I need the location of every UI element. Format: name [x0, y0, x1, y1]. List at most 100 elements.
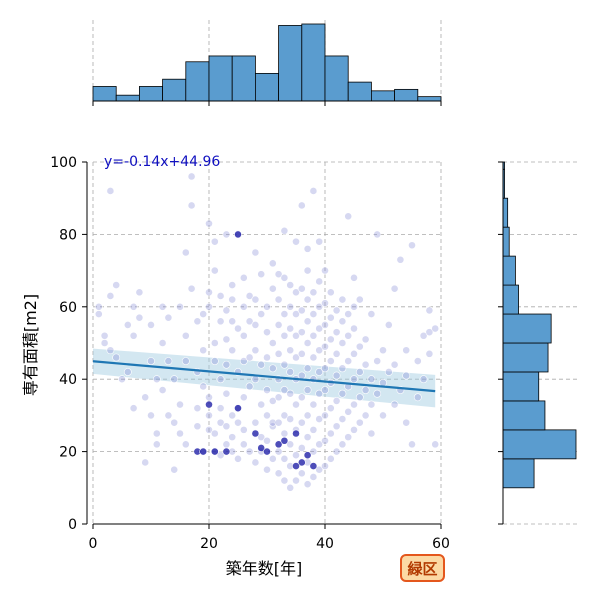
y-tick-label: 0: [68, 517, 77, 533]
scatter-point: [373, 230, 382, 239]
scatter-point: [181, 248, 190, 257]
right-histogram-bar: [502, 400, 546, 431]
scatter-point: [106, 187, 115, 195]
scatter-point: [263, 328, 271, 337]
scatter-point: [315, 415, 324, 423]
scatter-point: [361, 411, 370, 420]
scatter-point: [268, 259, 277, 268]
scatter-point: [280, 386, 289, 394]
scatter-point: [344, 433, 353, 442]
scatter-point: [326, 335, 335, 344]
scatter-point: [245, 292, 254, 300]
scatter-point: [181, 440, 190, 449]
scatter-point-dense: [280, 436, 289, 445]
scatter-point: [164, 357, 173, 365]
scatter-point: [361, 360, 370, 369]
scatter-point: [332, 371, 341, 380]
scatter-point: [239, 440, 248, 449]
scatter-point: [193, 422, 202, 431]
scatter-point: [216, 404, 225, 413]
scatter-point: [112, 281, 121, 289]
scatter-point: [280, 454, 289, 463]
scatter-point: [315, 237, 324, 246]
scatter-point: [350, 302, 358, 311]
right-histogram-bar: [502, 226, 510, 257]
scatter-point: [187, 201, 196, 210]
scatter-point: [245, 382, 254, 391]
scatter-point: [292, 353, 300, 362]
top-histogram-bar: [370, 90, 395, 102]
right-histogram-bar: [502, 342, 549, 373]
scatter-point: [193, 317, 202, 326]
scatter-point: [326, 404, 335, 413]
scatter-point: [297, 306, 306, 315]
x-axis-ticks: 0 20 40 60: [89, 524, 450, 552]
scatter-point: [321, 386, 329, 394]
scatter-point: [309, 310, 318, 318]
scatter-point: [147, 357, 155, 365]
scatter-point-dense: [292, 429, 300, 438]
scatter-point: [373, 357, 382, 365]
scatter-point: [106, 346, 115, 355]
scatter-point: [326, 357, 335, 365]
scatter-point: [100, 339, 109, 347]
scatter-point: [257, 360, 266, 369]
scatter-point: [367, 429, 376, 438]
scatter-point: [222, 440, 231, 449]
scatter-point: [355, 295, 364, 304]
scatter-point: [408, 440, 416, 449]
scatter-point: [315, 465, 324, 474]
scatter-point: [239, 273, 248, 282]
scatter-point: [280, 310, 289, 318]
scatter-point: [94, 310, 103, 318]
scatter-point: [379, 346, 387, 355]
scatter-point: [100, 331, 109, 340]
scatter-point: [176, 400, 184, 409]
scatter-point: [222, 230, 231, 239]
scatter-point: [315, 440, 324, 449]
scatter-point: [338, 440, 347, 449]
x-tick-label: 0: [89, 536, 98, 552]
scatter-point: [280, 360, 289, 369]
y-tick-label: 60: [59, 300, 77, 316]
scatter-point: [263, 386, 271, 394]
scatter-point: [239, 425, 248, 434]
scatter-point: [367, 400, 376, 409]
scatter-point: [402, 346, 411, 355]
scatter-point: [286, 368, 295, 376]
scatter-point: [123, 320, 132, 329]
right-histogram-bar: [502, 429, 577, 460]
scatter-point-dense: [234, 404, 242, 413]
scatter-point: [297, 371, 306, 380]
scatter-point: [228, 317, 237, 326]
scatter-point: [216, 451, 225, 460]
regression-confidence-band: [93, 348, 436, 408]
scatter-point: [234, 324, 242, 333]
scatter-point: [292, 237, 300, 246]
scatter-point: [251, 458, 260, 467]
scatter-point: [303, 317, 312, 326]
scatter-point: [164, 313, 173, 322]
scatter-point: [309, 187, 318, 195]
scatter-point: [425, 306, 434, 315]
scatter-point: [251, 346, 260, 355]
right-histogram-bar: [502, 197, 509, 228]
scatter-point: [413, 357, 422, 365]
scatter-point: [245, 353, 254, 362]
scatter-point: [309, 331, 318, 340]
scatter-point: [321, 299, 329, 308]
scatter-point: [228, 281, 237, 289]
scatter-point: [303, 411, 312, 420]
scatter-point: [94, 302, 103, 311]
scatter-point: [425, 349, 434, 358]
scatter-point: [321, 436, 329, 445]
scatter-point: [344, 357, 353, 365]
scatter-point: [147, 411, 155, 420]
scatter-point: [315, 389, 324, 398]
scatter-point: [257, 433, 266, 442]
scatter-point: [338, 364, 347, 373]
scatter-point: [274, 469, 283, 478]
scatter-point: [193, 404, 202, 413]
scatter-point: [332, 447, 341, 456]
